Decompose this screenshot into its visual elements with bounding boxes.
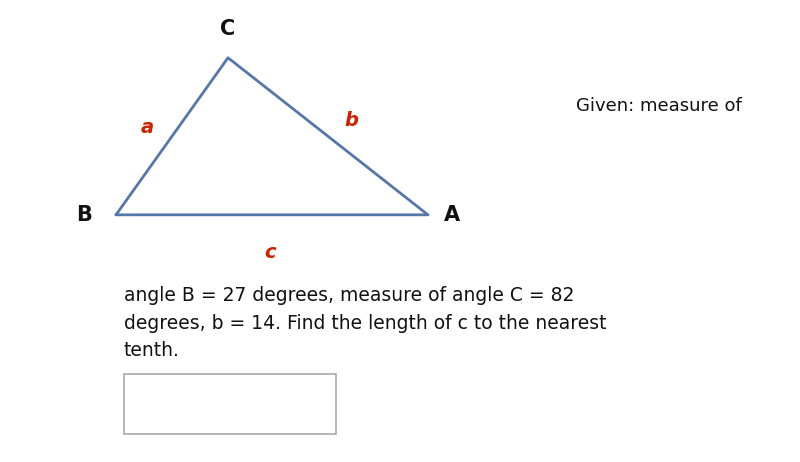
- Text: angle B = 27 degrees, measure of angle C = 82
degrees, b = 14. Find the length o: angle B = 27 degrees, measure of angle C…: [124, 286, 606, 360]
- Text: Given: measure of: Given: measure of: [576, 97, 742, 115]
- Text: A: A: [444, 205, 460, 225]
- Text: B: B: [76, 205, 92, 225]
- Text: a: a: [141, 117, 154, 137]
- Bar: [124, 374, 336, 434]
- Text: C: C: [220, 19, 236, 39]
- Text: b: b: [344, 110, 358, 130]
- Text: c: c: [265, 243, 276, 261]
